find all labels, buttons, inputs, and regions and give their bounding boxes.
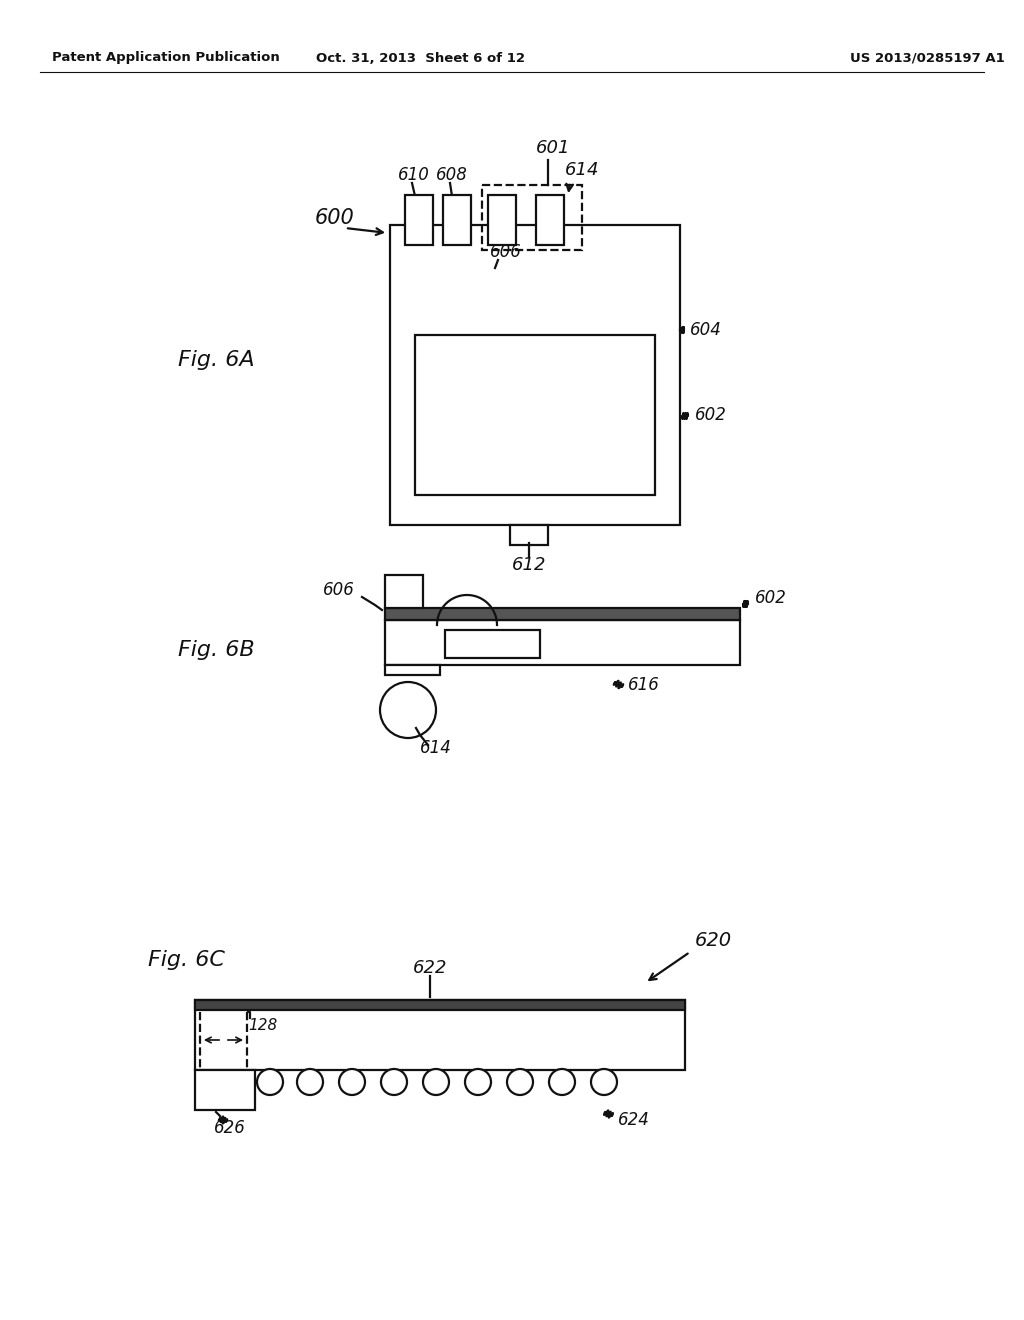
- Bar: [385, 620, 740, 665]
- Circle shape: [257, 1069, 283, 1096]
- Text: 128: 128: [248, 1018, 278, 1032]
- Circle shape: [465, 1069, 490, 1096]
- Bar: [195, 1001, 685, 1010]
- Text: 601: 601: [536, 139, 570, 157]
- Bar: [195, 1001, 685, 1071]
- Bar: [488, 195, 516, 246]
- Text: 612: 612: [512, 556, 546, 574]
- Text: 606: 606: [324, 581, 355, 599]
- Text: Fig. 6A: Fig. 6A: [178, 350, 255, 370]
- Bar: [445, 630, 540, 657]
- Text: 626: 626: [214, 1119, 246, 1137]
- Bar: [195, 1071, 255, 1110]
- Circle shape: [297, 1069, 323, 1096]
- Text: 622: 622: [413, 960, 447, 977]
- Bar: [385, 609, 740, 620]
- Bar: [415, 335, 655, 495]
- Bar: [482, 185, 582, 249]
- Text: 616: 616: [628, 676, 659, 694]
- Circle shape: [381, 1069, 407, 1096]
- Text: 614: 614: [565, 161, 599, 180]
- Text: 606: 606: [490, 243, 522, 261]
- Text: 610: 610: [398, 166, 430, 183]
- Text: 604: 604: [690, 321, 722, 339]
- Text: Fig. 6C: Fig. 6C: [148, 950, 225, 970]
- Circle shape: [423, 1069, 449, 1096]
- Text: 600: 600: [315, 209, 354, 228]
- Circle shape: [591, 1069, 617, 1096]
- Bar: [406, 195, 433, 246]
- Text: 614: 614: [420, 739, 452, 756]
- Circle shape: [507, 1069, 534, 1096]
- Circle shape: [549, 1069, 575, 1096]
- Bar: [390, 224, 680, 525]
- Text: 608: 608: [436, 166, 468, 183]
- Text: Fig. 6B: Fig. 6B: [178, 640, 255, 660]
- Bar: [536, 195, 564, 246]
- Text: 620: 620: [695, 931, 732, 949]
- Bar: [385, 665, 440, 675]
- Circle shape: [339, 1069, 365, 1096]
- Text: Patent Application Publication: Patent Application Publication: [52, 51, 280, 65]
- Circle shape: [380, 682, 436, 738]
- Text: Oct. 31, 2013  Sheet 6 of 12: Oct. 31, 2013 Sheet 6 of 12: [315, 51, 524, 65]
- Text: 624: 624: [618, 1111, 650, 1129]
- Text: 602: 602: [755, 589, 786, 607]
- Text: 602: 602: [695, 407, 727, 424]
- Bar: [510, 525, 548, 545]
- Text: US 2013/0285197 A1: US 2013/0285197 A1: [850, 51, 1005, 65]
- Bar: [443, 195, 471, 246]
- Bar: [385, 576, 423, 609]
